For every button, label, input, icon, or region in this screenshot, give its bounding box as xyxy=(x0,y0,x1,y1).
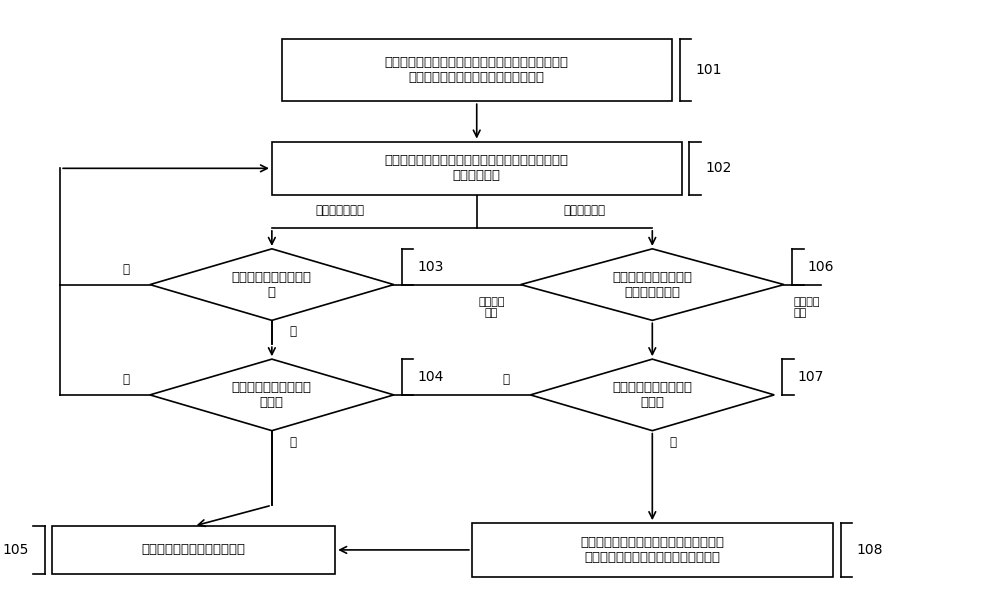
Text: 与第二设备是否已建立
过连接: 与第二设备是否已建立 过连接 xyxy=(232,381,312,409)
Polygon shape xyxy=(150,359,394,431)
FancyBboxPatch shape xyxy=(282,39,672,101)
FancyBboxPatch shape xyxy=(52,526,335,574)
Text: 否: 否 xyxy=(122,262,129,276)
Text: 104: 104 xyxy=(417,370,444,384)
Text: 102: 102 xyxy=(705,161,731,176)
Text: 第一设备检测用户开启广播消息搜索的启动指令，根
据用户的启动指令启动广播消息的搜索: 第一设备检测用户开启广播消息搜索的启动指令，根 据用户的启动指令启动广播消息的搜… xyxy=(385,56,569,84)
Text: 否: 否 xyxy=(122,373,129,386)
Text: 是: 是 xyxy=(502,373,509,386)
Text: 与第二设备是否已建立
过连接: 与第二设备是否已建立 过连接 xyxy=(612,381,692,409)
Text: 105: 105 xyxy=(3,543,29,557)
Text: 107: 107 xyxy=(798,370,824,384)
Text: 是: 是 xyxy=(289,325,296,338)
Polygon shape xyxy=(521,249,784,320)
Text: 接收到第一广播消息还
是第二广播消息: 接收到第一广播消息还 是第二广播消息 xyxy=(612,271,692,298)
Polygon shape xyxy=(150,249,394,320)
Text: 是: 是 xyxy=(289,436,296,449)
Text: 功能键未被触发: 功能键未被触发 xyxy=(316,204,365,217)
Text: 第一设备搜索并接收广播消息，同时检测控制连接的
功能键的触发: 第一设备搜索并接收广播消息，同时检测控制连接的 功能键的触发 xyxy=(385,155,569,182)
Text: 第一设备与第二设备新建连接，完成配对
操作，保存与第二设备的相关连接信息: 第一设备与第二设备新建连接，完成配对 操作，保存与第二设备的相关连接信息 xyxy=(580,536,724,564)
FancyBboxPatch shape xyxy=(472,523,833,577)
Text: 否: 否 xyxy=(670,436,677,449)
Text: 功能键被触发: 功能键被触发 xyxy=(563,204,605,217)
Polygon shape xyxy=(530,359,774,431)
Text: 108: 108 xyxy=(856,543,883,557)
Text: 第一广播
消息: 第一广播 消息 xyxy=(478,297,505,318)
Text: 是否接收到第一广播消
息: 是否接收到第一广播消 息 xyxy=(232,271,312,298)
Text: 第二广播
消息: 第二广播 消息 xyxy=(794,297,820,318)
FancyBboxPatch shape xyxy=(272,141,682,195)
Text: 第一设备与第二设备建立重连: 第一设备与第二设备建立重连 xyxy=(142,543,246,556)
Text: 101: 101 xyxy=(695,63,722,77)
Text: 106: 106 xyxy=(807,260,834,274)
Text: 103: 103 xyxy=(417,260,444,274)
